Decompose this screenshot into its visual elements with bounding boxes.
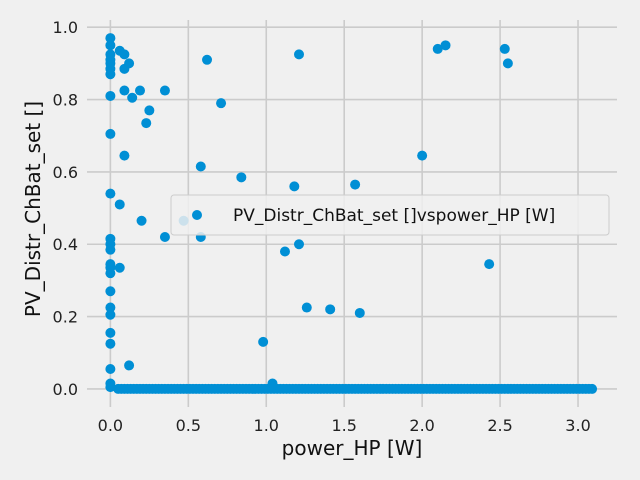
data-point [141,118,152,129]
data-point [484,259,495,270]
x-tick-label: 0.5 [176,416,201,435]
legend-box [170,194,610,236]
y-tick-label: 0.6 [53,163,78,182]
data-point [127,92,138,103]
data-point [202,54,213,65]
data-point [105,33,116,44]
y-tick-label: 0.8 [53,91,78,110]
data-point [350,179,361,190]
data-point [105,268,116,279]
data-point [105,128,116,139]
x-tick-label: 1.5 [331,416,356,435]
data-point [144,105,155,116]
data-point [105,69,116,80]
data-point [432,43,443,54]
data-point [354,307,365,318]
y-tick-label: 0.2 [53,308,78,327]
data-point [105,302,116,313]
data-point [119,150,130,161]
data-point [502,58,513,69]
data-point [294,49,304,60]
data-point [279,246,290,257]
data-point [159,85,170,96]
data-point [258,336,269,347]
data-points [105,33,598,394]
data-point [417,150,428,161]
x-axis-label: power_HP [W] [282,436,423,460]
data-point [105,364,116,375]
data-point [289,181,300,192]
y-axis-label: PV_Distr_ChBat_set [] [21,101,45,317]
data-point [325,304,336,315]
legend-label: PV_Distr_ChBat_set []vspower_HP [W] [233,206,555,226]
data-point [105,309,116,320]
data-point [301,302,312,313]
data-point [105,40,116,51]
data-point [587,383,598,394]
data-point [124,360,135,371]
data-point [105,382,116,393]
legend-marker [192,210,202,220]
data-point [294,239,304,250]
data-point [236,172,247,183]
y-tick-label: 0.4 [53,235,78,254]
data-point [119,85,130,96]
data-point [216,98,227,109]
data-point [105,244,116,255]
data-point [119,49,130,60]
data-point [440,40,451,51]
data-point [124,58,135,69]
x-tick-label: 3.0 [565,416,590,435]
data-point [105,188,116,199]
data-point [159,232,170,243]
data-point [135,85,145,96]
data-point [114,262,125,273]
data-point [267,378,278,389]
data-point [499,43,510,54]
data-point [105,90,116,101]
x-tick-label: 1.0 [254,416,279,435]
tick-labels: 0.0 0.5 1.0 1.5 2.0 2.5 3.0 0.0 0.2 0.4 0.6 0.8 1.0 [53,18,591,435]
x-tick-label: 2.5 [487,416,512,435]
y-tick-label: 0.0 [53,380,78,399]
legend: PV_Distr_ChBat_set []vspower_HP [W] [170,194,610,236]
data-point [136,215,147,226]
data-point [105,338,116,349]
y-tick-label: 1.0 [53,18,78,37]
data-point [105,327,116,338]
data-point [114,199,125,210]
data-point [105,286,116,297]
data-point [195,161,206,172]
x-tick-label: 0.0 [98,416,123,435]
x-tick-label: 2.0 [409,416,434,435]
